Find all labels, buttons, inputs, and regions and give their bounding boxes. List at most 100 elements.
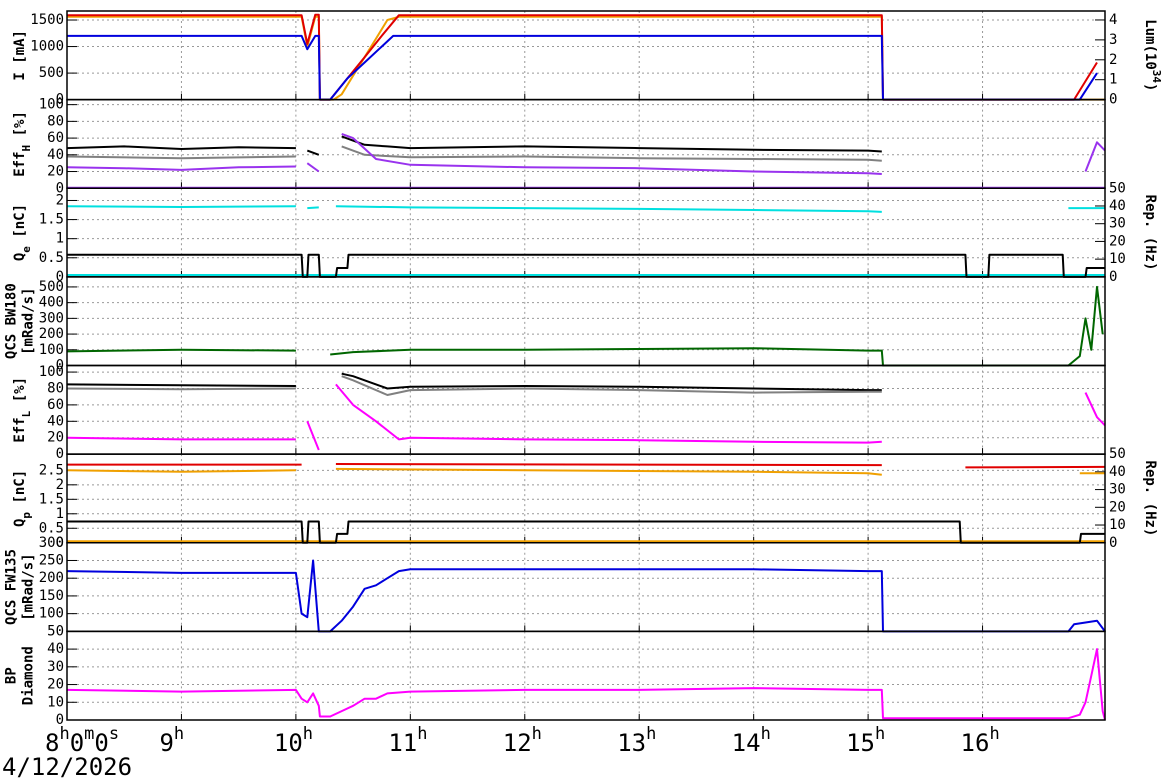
y-tick-label: 150 [39, 588, 64, 604]
axis-label-part: Rep. (Hz) [1142, 461, 1158, 537]
axis-label-part: Q [12, 253, 28, 261]
axis-label: BP [4, 667, 20, 684]
series-line [66, 383, 1106, 451]
axis-label-part: Rep. (Hz) [1142, 195, 1158, 271]
axis-label: EffL [%] [12, 377, 33, 443]
axis-label-part: I [mA] [12, 30, 28, 81]
y-tick-label: 0 [56, 712, 64, 728]
axis-label: [mRad/s] [21, 553, 37, 620]
y2-tick-label: 2 [1109, 52, 1117, 68]
y-tick-label: 0 [56, 180, 64, 196]
date-label: 4/12/2026 [2, 753, 132, 781]
y-tick-label: 300 [39, 535, 64, 551]
axis-label: Lum(1034) [1142, 19, 1164, 91]
axis-label-part: Diamond [21, 646, 37, 705]
series-line [66, 467, 1105, 476]
y-tick-label: 80 [47, 113, 64, 129]
y-tick-label: 0.5 [39, 250, 64, 266]
x-tick-label: 14h [732, 724, 771, 757]
y2-tick-label: 10 [1109, 517, 1126, 533]
y2-tick-label: 0 [1109, 92, 1117, 108]
y-tick-label: 500 [39, 65, 64, 81]
series-line [66, 205, 1105, 213]
series-line [66, 372, 882, 392]
y-tick-label: 100 [39, 606, 64, 622]
axis-label-sub: L [20, 410, 33, 417]
y-tick-label: 1500 [30, 12, 64, 28]
axis-label: Qe [nC] [12, 204, 33, 261]
x-tick-label: 13h [617, 724, 656, 757]
axis-label: Rep. (Hz) [1142, 195, 1158, 271]
y2-tick-label: 40 [1109, 464, 1126, 480]
y-tick-label: 1 [56, 506, 64, 522]
y-tick-label: 40 [47, 147, 64, 163]
x-tick-label: 15h [846, 724, 885, 757]
y-tick-label: 200 [39, 570, 64, 586]
axis-label-part: Eff [12, 151, 28, 176]
axis-label-sub: e [20, 246, 33, 253]
y-tick-label: 20 [47, 677, 64, 693]
axis-label-part: [nC] [12, 204, 28, 246]
y-tick-label: 0 [56, 269, 64, 285]
series-line [67, 34, 1098, 101]
y-tick-label: 30 [47, 659, 64, 675]
y-tick-label: 10 [47, 694, 64, 710]
series-line [67, 463, 1106, 469]
axis-label-part: [%] [12, 377, 28, 411]
axis-label-part: [%] [12, 111, 28, 145]
y2-tick-label: 40 [1109, 198, 1126, 214]
x-tick-label: 10h [274, 724, 313, 757]
y-tick-label: 2 [56, 477, 64, 493]
axis-label-part: [mRad/s] [21, 287, 37, 354]
axis-label: Qp [nC] [12, 470, 33, 527]
y-tick-label: 0 [56, 446, 64, 462]
series-line [66, 375, 882, 396]
y-tick-label: 1000 [30, 39, 64, 55]
y-tick-label: 250 [39, 552, 64, 568]
y-tick-label: 2.5 [39, 462, 64, 478]
y-tick-label: 80 [47, 380, 64, 396]
y-tick-label: 300 [39, 310, 64, 326]
series-line [66, 285, 1104, 367]
y-tick-label: 2 [56, 192, 64, 208]
axis-label-part: Q [12, 519, 28, 527]
axis-label-sup: 34 [1151, 70, 1164, 84]
axis-label: QCS FW135 [4, 549, 20, 625]
axis-label: [mRad/s] [21, 287, 37, 354]
axis-label: I [mA] [12, 30, 28, 81]
axis-label-part: BP [4, 667, 20, 684]
y-tick-label: 1.5 [39, 212, 64, 228]
y-tick-label: 0 [56, 535, 64, 551]
y-tick-label: 50 [47, 623, 64, 639]
y2-tick-label: 30 [1109, 482, 1126, 498]
y-tick-label: 40 [47, 413, 64, 429]
axis-label-part: QCS FW135 [4, 549, 20, 625]
y-tick-label: 20 [47, 430, 64, 446]
y-tick-label: 60 [47, 130, 64, 146]
y-tick-label: 200 [39, 326, 64, 342]
panel-frame [66, 630, 1106, 721]
series-line [66, 132, 1106, 175]
axis-label-part: ) [1142, 83, 1158, 91]
y-tick-label: 500 [39, 279, 64, 295]
y-tick-label: 0.5 [39, 520, 64, 536]
axis-label-part: Lum(10 [1142, 19, 1158, 70]
y-tick-label: 100 [39, 97, 64, 113]
axis-label: EffH [%] [12, 111, 33, 177]
axis-label: Diamond [21, 646, 37, 705]
axis-label-part: [nC] [12, 470, 28, 512]
y2-tick-label: 20 [1109, 233, 1126, 249]
y2-tick-label: 1 [1109, 72, 1117, 88]
x-tick-label: 11h [388, 724, 427, 757]
y2-tick-label: 50 [1109, 446, 1126, 462]
axis-label: QCS BW180 [4, 283, 20, 359]
y2-tick-label: 50 [1109, 180, 1126, 196]
axis-label-sub: H [20, 145, 33, 152]
axis-label-part: QCS BW180 [4, 283, 20, 359]
y2-tick-label: 30 [1109, 216, 1126, 232]
y-tick-label: 40 [47, 641, 64, 657]
y2-tick-label: 10 [1109, 251, 1126, 267]
axis-label-part: Eff [12, 417, 28, 442]
